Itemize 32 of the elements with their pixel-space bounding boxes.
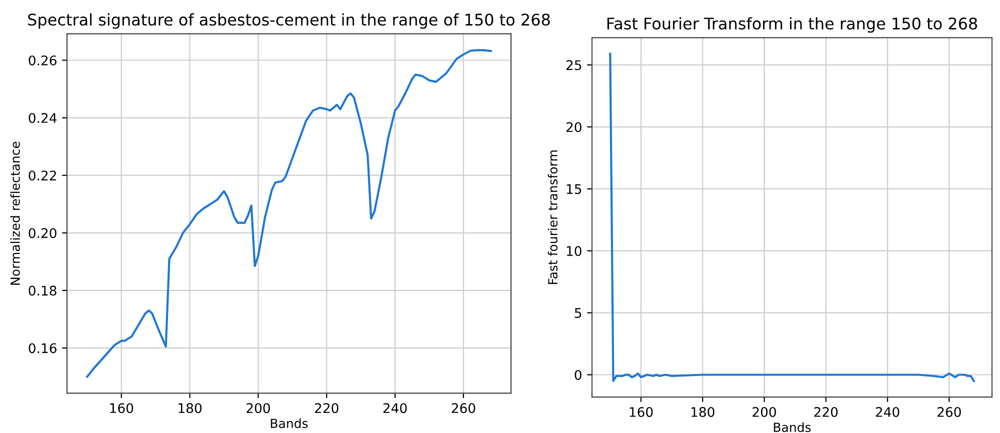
y-tick-label: 15	[566, 184, 582, 194]
chart-title: Fast Fourier Transform in the range 150 to 268	[607, 17, 978, 33]
x-tick-label: 260	[452, 403, 476, 414]
chart-title: Spectral signature of asbestos-cement in the range of 150 to 268	[28, 13, 550, 29]
y-tick-label: 25	[566, 60, 582, 70]
x-tick-label: 160	[630, 407, 653, 417]
x-tick-label: 180	[691, 407, 714, 417]
y-tick-label: 5	[574, 308, 582, 318]
x-tick-label: 240	[383, 403, 407, 414]
x-tick-label: 220	[315, 403, 338, 414]
line-series	[609, 52, 975, 382]
y-tick-label: 0.24	[28, 113, 57, 123]
y-tick-label: 0.16	[28, 343, 56, 354]
y-tick-label: 0.22	[28, 170, 56, 181]
x-axis-title: Bands	[270, 418, 308, 428]
x-tick-label: 200	[752, 407, 776, 417]
y-tick-label: 0	[574, 370, 582, 380]
y-axis-title: Fast fourier transform	[548, 150, 558, 284]
x-tick-label: 180	[178, 403, 202, 414]
y-tick-label: 20	[566, 122, 582, 132]
y-tick-label: 0.20	[28, 228, 56, 238]
x-tick-label: 160	[110, 403, 134, 414]
x-tick-label: 200	[246, 403, 270, 414]
y-tick-label: 0.26	[28, 55, 56, 66]
x-axis-title: Bands	[774, 422, 811, 432]
y-axis-title: Normalized reflectance	[10, 142, 20, 285]
x-tick-label: 260	[938, 407, 961, 417]
x-tick-label: 220	[814, 407, 838, 417]
y-tick-label: 10	[566, 246, 582, 256]
x-tick-label: 240	[876, 407, 900, 417]
y-tick-label: 0.18	[28, 286, 56, 296]
line-series	[86, 49, 492, 378]
